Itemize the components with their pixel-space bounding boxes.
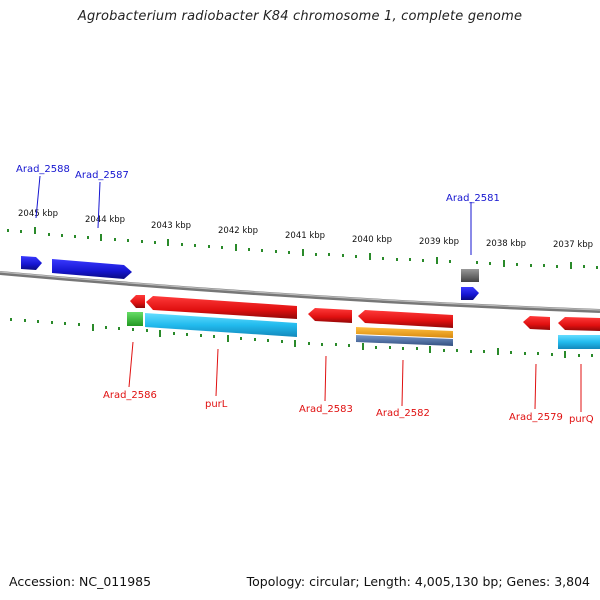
gene-purq[interactable] [558,317,600,331]
reverse-genes [127,295,600,349]
cds-arad-2582[interactable] [356,327,453,338]
gene-purl[interactable] [146,296,297,319]
accession-text: Accession: NC_011985 [9,574,152,589]
kbp-label: 2038 kbp [486,239,526,249]
gene-arad-2587[interactable] [52,259,132,279]
gene-arad-2583[interactable] [308,308,352,323]
label-arad-2583[interactable]: Arad_2583 [299,404,353,415]
kbp-label: 2039 kbp [419,237,459,247]
label-arad-2581[interactable]: Arad_2581 [446,193,500,204]
gene-arad-2579[interactable] [523,316,550,330]
kbp-labels: 2045 kbp 2044 kbp 2043 kbp 2042 kbp 2041… [18,209,593,250]
gene-arad-2581-cds[interactable] [461,287,479,300]
kbp-label: 2037 kbp [553,240,593,250]
kbp-label: 2044 kbp [85,215,125,225]
gene-labels: Arad_2588 Arad_2587 Arad_2581 Arad_2586 … [16,164,594,425]
kbp-label: 2045 kbp [18,209,58,219]
kbp-label: 2041 kbp [285,231,325,241]
label-arad-2582[interactable]: Arad_2582 [376,408,430,419]
genome-summary-text: Topology: circular; Length: 4,005,130 bp… [246,574,590,589]
label-arad-2579[interactable]: Arad_2579 [509,412,563,423]
upper-tick-row [7,227,598,269]
cds-purq[interactable] [558,335,600,349]
genome-backbone [0,271,600,313]
genome-title: Agrobacterium radiobacter K84 chromosome… [77,9,523,24]
label-purq[interactable]: purQ [569,414,594,425]
lower-tick-row [10,318,593,358]
cds-purl[interactable] [145,313,297,337]
forward-genes [21,256,479,300]
kbp-label: 2042 kbp [218,226,258,236]
cds-arad-2582-steel[interactable] [356,335,453,346]
kbp-label: 2040 kbp [352,235,392,245]
kbp-label: 2043 kbp [151,221,191,231]
gene-arad-2581[interactable] [461,269,479,282]
cds-arad-2586[interactable] [127,312,143,326]
label-leaders [35,175,582,412]
label-arad-2588[interactable]: Arad_2588 [16,164,70,175]
gene-arad-2582[interactable] [358,310,453,328]
label-purl[interactable]: purL [205,399,228,410]
gene-arad-2586[interactable] [130,295,145,308]
label-arad-2587[interactable]: Arad_2587 [75,170,129,181]
label-arad-2586[interactable]: Arad_2586 [103,390,157,401]
gene-arad-2588[interactable] [21,256,42,270]
